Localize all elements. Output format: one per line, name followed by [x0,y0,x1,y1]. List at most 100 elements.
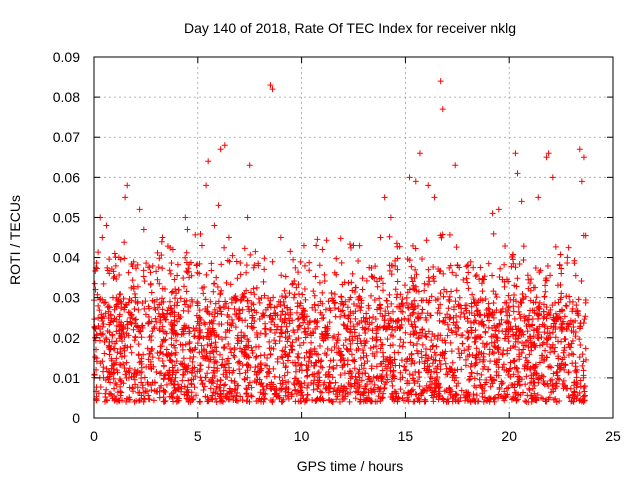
data-point [532,370,539,377]
data-point [421,280,428,287]
data-point [317,394,324,401]
data-point [124,344,131,351]
data-point [368,319,375,326]
data-point [157,313,164,320]
data-point [418,354,425,361]
data-point [481,363,488,370]
data-point [448,327,455,334]
data-point [241,332,248,339]
data-point [301,380,308,387]
data-point [396,325,403,332]
data-point [166,369,173,376]
data-point [237,297,244,304]
data-point [125,269,132,276]
data-point [441,388,448,395]
data-point [181,283,188,290]
data-point [580,393,587,400]
data-point [304,366,311,373]
data-point [255,262,262,269]
data-point [575,312,582,319]
data-point [544,311,551,318]
data-point [177,341,184,348]
data-point [112,302,119,309]
data-point [231,344,238,351]
data-point [489,311,496,318]
data-point [542,282,549,289]
data-point [227,345,234,352]
data-point [196,307,203,314]
data-point [279,347,286,354]
data-point [486,346,493,353]
data-point [332,391,339,398]
data-point [102,310,109,317]
data-point [200,355,207,362]
data-point [315,369,322,376]
data-point [282,294,289,301]
data-point [93,331,100,338]
data-point [539,352,546,359]
data-point [230,396,237,403]
data-point [535,335,542,342]
data-point [104,304,111,311]
data-point [333,387,340,394]
data-point [380,287,387,294]
data-point [232,293,239,300]
data-point [228,322,235,329]
data-point [446,293,453,300]
data-point [532,265,539,272]
data-point [576,336,583,343]
data-point [581,397,588,404]
data-point [580,154,587,161]
data-point [142,388,149,395]
data-point [160,336,167,343]
data-point [476,376,483,383]
data-point [466,377,473,384]
data-point [527,297,534,304]
data-point [268,379,275,386]
data-point [560,377,567,384]
data-point [256,299,263,306]
data-point [393,240,400,247]
data-point [373,375,380,382]
data-point [250,301,257,308]
data-point [386,354,393,361]
data-point [541,323,548,330]
data-point [357,307,364,314]
data-point [285,395,292,402]
data-point [394,291,401,298]
data-point [286,290,293,297]
data-point [292,264,299,271]
data-point [105,315,112,322]
x-axis-label: GPS time / hours [297,458,404,474]
data-point [426,384,433,391]
data-point [510,357,517,364]
data-point [548,323,555,330]
data-point [559,356,566,363]
data-point [308,332,315,339]
data-point [527,365,534,372]
data-point [515,378,522,385]
data-point [185,324,192,331]
data-point [395,395,402,402]
data-point [228,377,235,384]
data-point [489,349,496,356]
data-point [445,326,452,333]
data-point [365,389,372,396]
data-point [116,311,123,318]
data-point [495,391,502,398]
data-point [106,256,113,263]
data-point [279,381,286,388]
data-point [412,283,419,290]
data-point [91,324,98,331]
data-point [144,345,151,352]
data-point [389,382,396,389]
data-point [236,366,243,373]
data-point [159,234,166,241]
data-point [487,374,494,381]
data-point [183,288,190,295]
data-point [257,360,264,367]
data-point [225,305,232,312]
data-point [550,370,557,377]
data-point [168,380,175,387]
data-point [578,277,585,284]
